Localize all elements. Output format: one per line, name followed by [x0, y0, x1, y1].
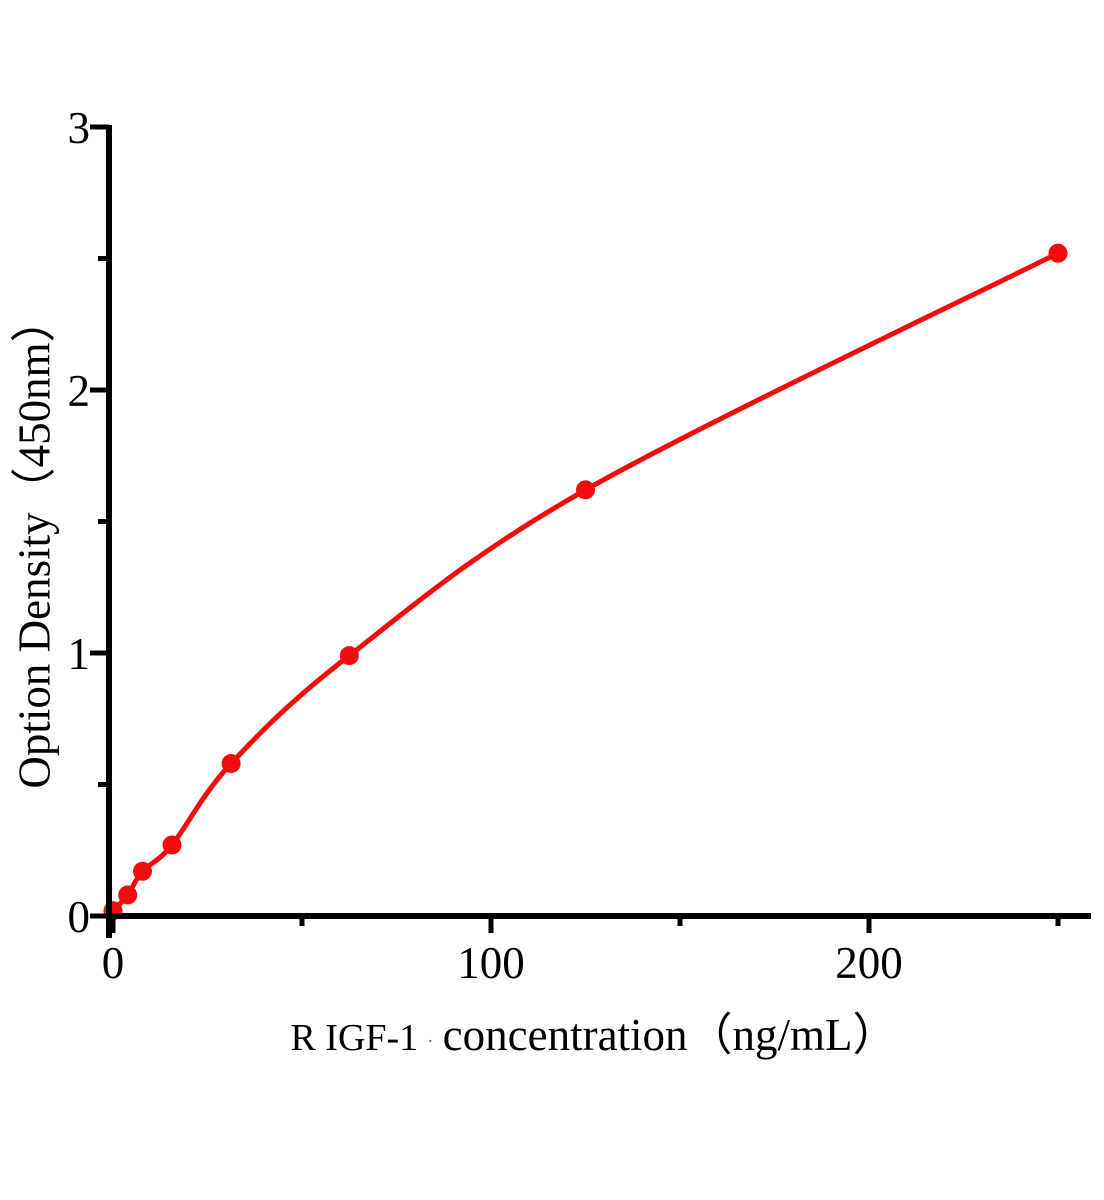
standard-curve-line: [110, 250, 1061, 914]
data-point-marker: [118, 885, 138, 905]
y-tick-label: 3: [68, 103, 91, 153]
axes-layer: [90, 124, 1091, 938]
y-tick-label: 0: [68, 892, 91, 942]
x-tick-label: 0: [102, 938, 125, 988]
tick-label-layer: 0 100 200 0 1 2 3: [68, 103, 903, 988]
data-point-marker: [162, 835, 182, 855]
x-tick-label: 100: [457, 938, 525, 988]
data-point-marker: [221, 754, 241, 773]
data-point-marker: [1048, 243, 1068, 263]
data-point-marker: [133, 861, 152, 881]
data-point-marker: [339, 646, 359, 666]
x-tick-label: 200: [835, 938, 903, 988]
y-tick-label: 1: [68, 629, 91, 679]
x-axis-title: R IGF-1. concentration（ng/mL）: [290, 998, 897, 1063]
y-tick-label: 2: [68, 366, 91, 416]
data-layer: [103, 243, 1068, 921]
x-axis-title-main: concentration（ng/mL）: [442, 1010, 898, 1060]
x-axis-title-prefix: R IGF-1: [290, 1017, 419, 1059]
data-point-marker: [576, 480, 595, 500]
y-axis-title: Option Density（450nm）: [9, 297, 60, 789]
x-axis-title-separator-dot: .: [428, 1026, 433, 1046]
